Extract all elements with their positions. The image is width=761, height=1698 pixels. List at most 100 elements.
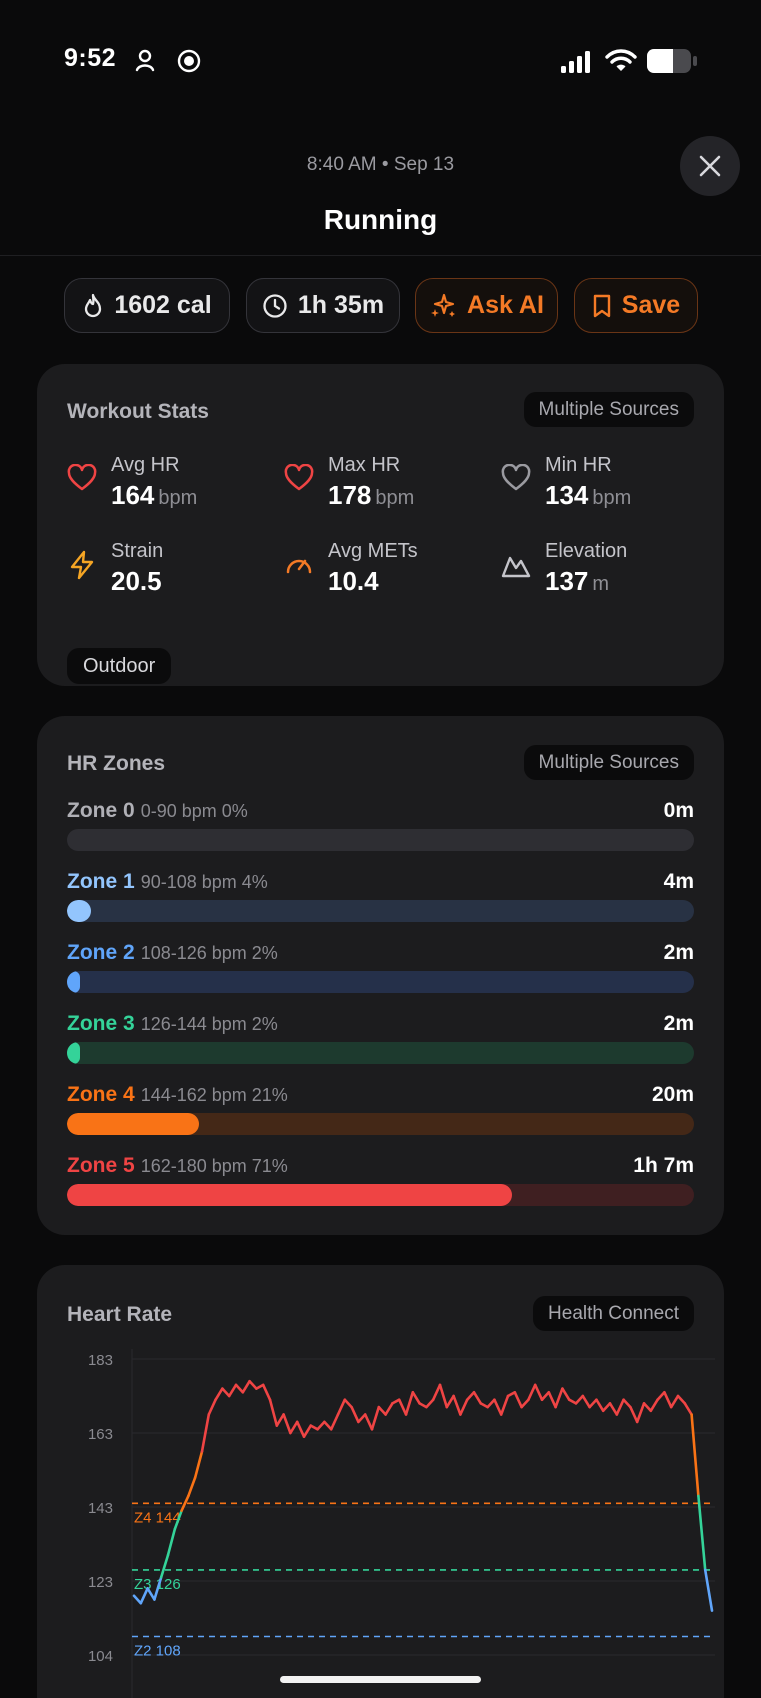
hr-line-segment [377,1405,387,1416]
hr-line-segment [445,1394,455,1409]
cellular-signal-icon [561,51,590,73]
hr-line-segment [635,1402,646,1424]
zone-row-3: Zone 3 126-144 bpm 2% 2m [67,1012,694,1072]
hr-line-segment [540,1391,551,1401]
hr-line-segment [153,1575,163,1601]
hr-line-segment [357,1413,367,1424]
zone-header: Zone 1 90-108 bpm 4% 4m [67,870,694,896]
zone-row-5: Zone 5 162-180 bpm 71% 1h 7m [67,1154,694,1214]
zone-progress-track [67,1042,694,1064]
zone-row-2: Zone 2 108-126 bpm 2% 2m [67,941,694,1001]
zone-progress-fill [67,1184,513,1206]
zone-duration: 2m [663,941,694,964]
hr-line-segment [166,1527,177,1557]
hr-line-segment [316,1420,326,1431]
zone-header: Zone 4 144-162 bpm 21% 20m [67,1083,694,1109]
zone-duration: 2m [663,1012,694,1035]
hr-line-segment [187,1476,197,1498]
hr-line-segment [363,1413,374,1431]
zone-progress-fill [67,971,80,993]
source-badge: Multiple Sources [523,392,694,427]
hr-line-segment [289,1420,299,1435]
page-title: Running [323,204,438,235]
threshold-label: Z3 126 [134,1576,181,1593]
sparkle-icon [431,293,456,317]
zone-duration: 0m [663,799,694,822]
hr-line-segment [533,1383,544,1401]
hr-line-segment [472,1391,483,1405]
hr-line-segment [241,1379,251,1394]
hr-line-segment [180,1494,190,1512]
zone-progress-track [67,971,694,993]
hr-line-segment [683,1402,693,1416]
zone-progress-track [67,900,694,922]
status-bar: 9:52 [0,0,761,120]
hr-line-segment [452,1394,462,1416]
hr-zones-card: HR Zones Multiple Sources Zone 0 0-90 bpm… [37,716,724,1235]
zone-progress-track [67,1184,694,1206]
hr-line-segment [629,1405,639,1424]
zone-header: Zone 2 108-126 bpm 2% 2m [67,941,694,967]
headphones-icon [135,49,155,72]
zone-header: Zone 3 126-144 bpm 2% 2m [67,1012,694,1038]
close-button[interactable] [680,136,740,196]
zone-row-1: Zone 1 90-108 bpm 4% 4m [67,870,694,930]
zone-progress-track [67,1113,694,1135]
mountain-icon [501,556,531,578]
calories-value: 1602 cal [114,291,212,319]
battery-icon [647,49,697,73]
close-icon [699,155,721,177]
duration-value: 1h 35m [297,291,385,319]
hr-line-segment [173,1509,183,1531]
hr-line-segment [261,1383,272,1401]
hr-line-segment [520,1398,530,1409]
zone-name: Zone 5 [67,1154,135,1177]
hr-line-segment [268,1398,279,1427]
hr-line-segment [282,1413,292,1435]
stat-value: 20.5 [111,566,162,596]
hr-line-segment [275,1413,285,1427]
hr-line-segment [193,1450,204,1479]
hr-line-segment [547,1391,557,1409]
hr-line-segment [329,1413,340,1431]
hr-line-segment [493,1398,503,1416]
home-indicator[interactable] [280,1676,481,1683]
hr-line-segment [438,1383,449,1409]
hr-line-segment [302,1424,313,1438]
zone-header: Zone 0 0-90 bpm 0% 0m [67,799,694,825]
zone-name: Zone 4 [67,1083,135,1106]
hr-line-segment [384,1402,394,1416]
bookmark-icon [593,294,610,317]
save-label: Save [621,291,681,319]
zone-range: 0-90 bpm 0% [140,801,248,821]
hr-line-segment [411,1391,421,1405]
hr-line-segment [513,1391,523,1409]
zone-range: 90-108 bpm 4% [140,872,268,892]
hr-line-segment [350,1405,360,1424]
zone-row-0: Zone 0 0-90 bpm 0% 0m [67,799,694,859]
stat-label: Avg METs [328,540,418,562]
hr-line-segment [595,1398,605,1413]
y-tick-label: 183 [88,1352,113,1369]
ask-ai-button[interactable]: Ask AI [415,278,558,333]
hr-line-segment [248,1379,258,1390]
zone-progress-fill [67,1113,199,1135]
hr-line-segment [234,1383,245,1394]
stat-label: Avg HR [111,454,180,476]
header-divider [0,255,761,256]
zone-name: Zone 2 [67,941,135,964]
hr-line-segment [336,1398,347,1416]
threshold-label: Z4 144 [134,1509,181,1526]
zone-range: 126-144 bpm 2% [140,1014,278,1034]
hr-line-segment [139,1587,149,1605]
hr-line-segment [656,1391,666,1401]
hr-line-segment [697,1494,707,1572]
save-button[interactable]: Save [574,278,698,333]
zone-row-4: Zone 4 144-162 bpm 21% 20m [67,1083,694,1143]
zone-range: 162-180 bpm 71% [140,1156,288,1176]
hr-zones-title: HR Zones [67,752,166,775]
hr-line-segment [404,1391,415,1416]
bolt-icon [70,550,94,580]
hr-line-segment [465,1391,476,1401]
hr-line-segment [615,1398,625,1416]
